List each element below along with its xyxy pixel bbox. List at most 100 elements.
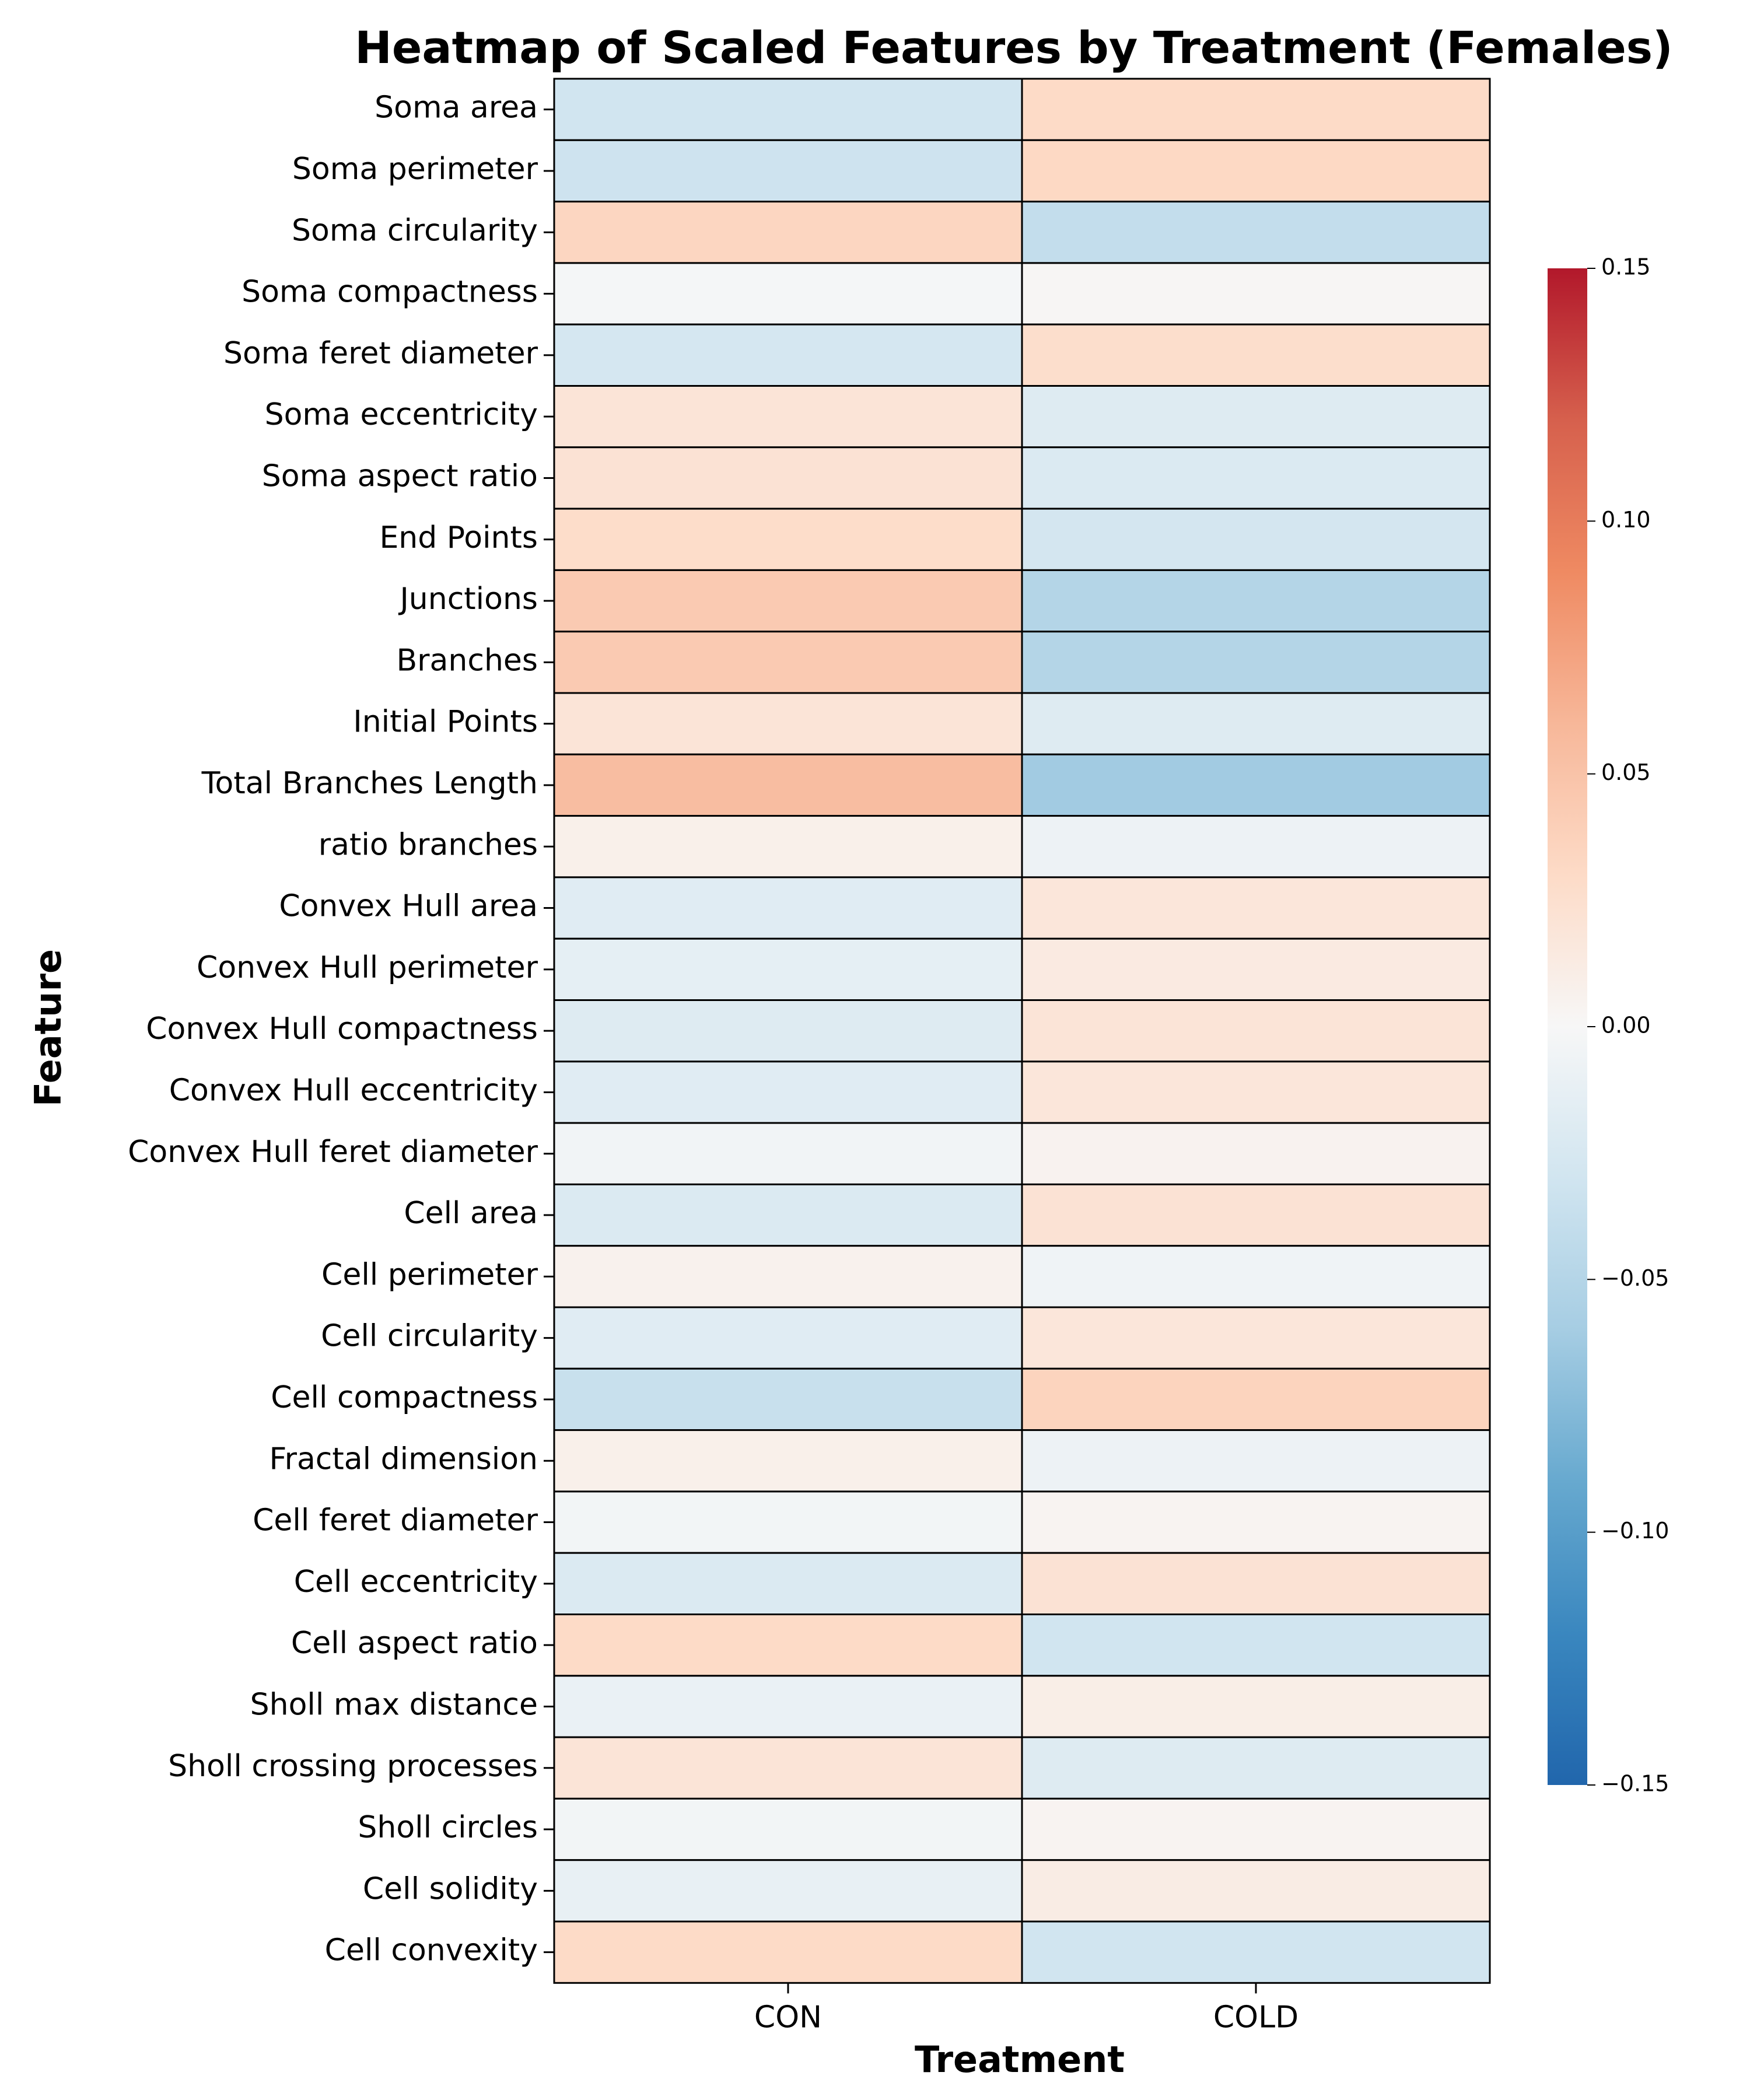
row-label-sholl-crossing-processes: Sholl crossing processes [168,1749,538,1784]
heatmap-cell-convex-hull-eccentricity-cold [1021,1060,1491,1124]
heatmap-cell-soma-perimeter-con [553,139,1023,203]
row-label-cell-convexity: Cell convexity [325,1933,538,1968]
row-label-cell-eccentricity: Cell eccentricity [294,1564,538,1600]
heatmap-cell-ratio-branches-cold [1021,815,1491,878]
heatmap-cell-cell-perimeter-cold [1021,1245,1491,1308]
heatmap-cell-sholl-max-distance-con [553,1675,1023,1738]
heatmap-cell-initial-points-con [553,692,1023,755]
heatmap-cell-sholl-crossing-processes-cold [1021,1736,1491,1800]
row-label-convex-hull-eccentricity: Convex Hull eccentricity [169,1073,538,1108]
row-label-soma-feret-diameter: Soma feret diameter [223,336,538,371]
heatmap-cell-end-points-cold [1021,508,1491,571]
heatmap-cell-cell-feret-diameter-cold [1021,1490,1491,1554]
heatmap-cell-junctions-con [553,569,1023,633]
row-label-ratio-branches: ratio branches [318,827,538,862]
heatmap-cell-soma-circularity-cold [1021,201,1491,264]
heatmap-cell-cell-feret-diameter-con [553,1490,1023,1554]
heatmap-cell-cell-solidity-cold [1021,1859,1491,1923]
heatmap-cell-cell-area-con [553,1183,1023,1247]
heatmap-cell-cell-eccentricity-con [553,1552,1023,1615]
row-label-sholl-circles: Sholl circles [358,1810,538,1845]
heatmap-cell-soma-circularity-con [553,201,1023,264]
heatmap-cell-soma-eccentricity-con [553,385,1023,449]
y-axis-title: Feature [27,949,69,1107]
heatmap-cell-branches-cold [1021,631,1491,694]
heatmap-cell-convex-hull-area-con [553,876,1023,940]
row-label-cell-aspect-ratio: Cell aspect ratio [291,1626,538,1661]
colorbar-tick-label: −0.05 [1601,1265,1669,1291]
heatmap-cell-soma-aspect-ratio-con [553,446,1023,510]
heatmap-cell-soma-aspect-ratio-cold [1021,446,1491,510]
heatmap-cell-cell-area-cold [1021,1183,1491,1247]
row-label-cell-solidity: Cell solidity [363,1871,538,1906]
heatmap-cells [553,78,1491,1984]
heatmap-cell-cell-convexity-cold [1021,1920,1491,1984]
heatmap-cell-convex-hull-area-cold [1021,876,1491,940]
heatmap-cell-soma-compactness-con [553,262,1023,326]
heatmap-cell-end-points-con [553,508,1023,571]
row-label-convex-hull-compactness: Convex Hull compactness [146,1012,538,1046]
heatmap-cell-junctions-cold [1021,569,1491,633]
heatmap-cell-cell-compactness-cold [1021,1367,1491,1432]
row-label-cell-circularity: Cell circularity [321,1319,538,1354]
chart-title: Heatmap of Scaled Features by Treatment … [355,22,1673,74]
row-label-soma-circularity: Soma circularity [292,213,538,248]
row-label-soma-area: Soma area [374,90,538,125]
heatmap-cell-cell-aspect-ratio-con [553,1614,1023,1677]
row-label-soma-compactness: Soma compactness [242,275,538,310]
heatmap-cell-total-branches-length-con [553,753,1023,817]
colorbar-tick-label: 0.15 [1601,254,1651,280]
row-label-branches: Branches [396,643,538,678]
heatmap-cell-cell-compactness-con [553,1367,1023,1432]
heatmap-cell-ratio-branches-con [553,815,1023,878]
row-label-convex-hull-perimeter: Convex Hull perimeter [197,950,538,985]
heatmap-cell-cell-aspect-ratio-cold [1021,1614,1491,1677]
heatmap-cell-cell-perimeter-con [553,1245,1023,1308]
row-label-cell-compactness: Cell compactness [271,1380,538,1415]
heatmap-cell-soma-eccentricity-cold [1021,385,1491,449]
row-label-sholl-max-distance: Sholl max distance [250,1687,538,1722]
row-label-soma-aspect-ratio: Soma aspect ratio [262,459,538,494]
heatmap-cell-cell-convexity-con [553,1920,1023,1984]
heatmap-cell-soma-area-con [553,78,1023,141]
heatmap-cell-fractal-dimension-cold [1021,1429,1491,1493]
heatmap-cell-branches-con [553,631,1023,694]
heatmap-cell-convex-hull-feret-diameter-cold [1021,1122,1491,1185]
heatmap-cell-soma-area-cold [1021,78,1491,141]
column-label-cold: COLD [1213,2000,1298,2035]
heatmap-cell-cell-eccentricity-cold [1021,1552,1491,1615]
heatmap-cell-sholl-crossing-processes-con [553,1736,1023,1800]
heatmap-cell-cell-solidity-con [553,1859,1023,1923]
colorbar-tick-label: −0.15 [1601,1771,1669,1797]
row-label-cell-area: Cell area [404,1196,538,1231]
row-label-soma-perimeter: Soma perimeter [292,152,538,187]
row-label-junctions: Junctions [398,582,538,617]
heatmap-cell-cell-circularity-cold [1021,1306,1491,1370]
colorbar-tick-label: −0.10 [1601,1518,1669,1544]
row-label-cell-feret-diameter: Cell feret diameter [253,1503,538,1538]
row-labels: Soma area Soma perimeter Soma circularity S… [128,90,554,1968]
heatmap-cell-soma-feret-diameter-cold [1021,323,1491,387]
column-label-con: CON [754,2000,822,2035]
colorbar-tick-label: 0.00 [1601,1013,1651,1038]
row-label-convex-hull-feret-diameter: Convex Hull feret diameter [128,1135,538,1170]
row-label-convex-hull-area: Convex Hull area [279,889,538,924]
row-label-initial-points: Initial Points [353,705,538,740]
heatmap-cell-total-branches-length-cold [1021,753,1491,817]
row-label-soma-eccentricity: Soma eccentricity [265,397,538,432]
heatmap-cell-convex-hull-feret-diameter-con [553,1122,1023,1185]
row-label-end-points: End Points [379,520,538,555]
colorbar-tick-label: 0.05 [1601,760,1651,785]
heatmap-cell-sholl-circles-cold [1021,1797,1491,1861]
colorbar-gradient [1548,268,1587,1785]
row-label-fractal-dimension: Fractal dimension [269,1441,538,1476]
heatmap-cell-convex-hull-perimeter-cold [1021,937,1491,1001]
heatmap-cell-fractal-dimension-con [553,1429,1023,1493]
heatmap-cell-convex-hull-compactness-con [553,999,1023,1063]
heatmap-cell-soma-compactness-cold [1021,262,1491,326]
heatmap-cell-initial-points-cold [1021,692,1491,755]
column-labels: CON COLD [754,1983,1298,2035]
heatmap-cell-cell-circularity-con [553,1306,1023,1370]
row-label-cell-perimeter: Cell perimeter [321,1257,538,1292]
